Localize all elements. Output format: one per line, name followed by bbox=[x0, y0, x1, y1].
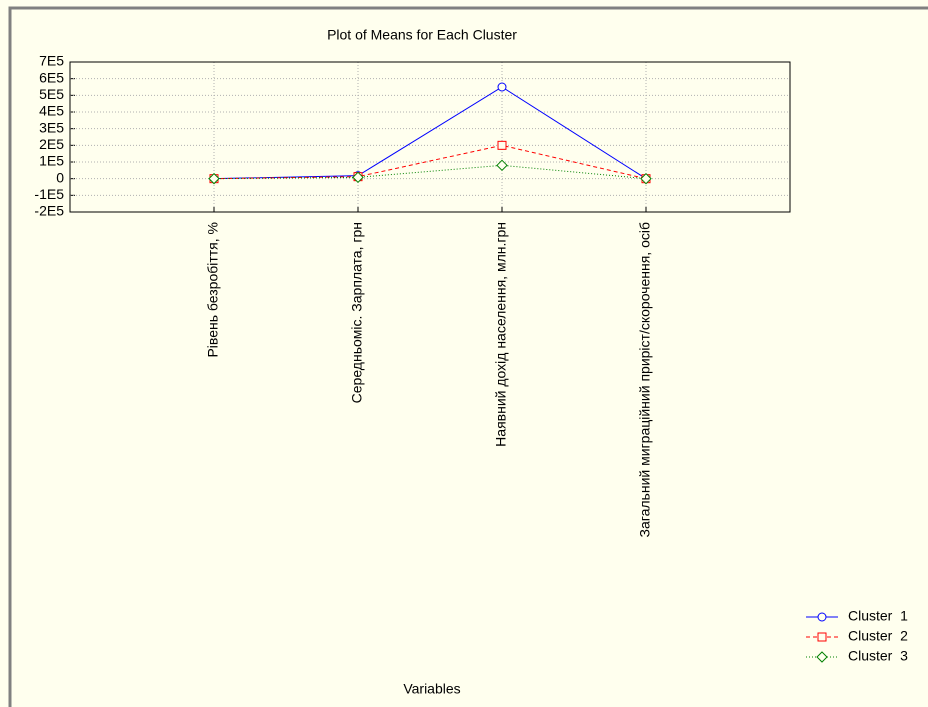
y-tick-label: 3E5 bbox=[39, 119, 64, 135]
y-tick-label: 5E5 bbox=[39, 86, 64, 102]
y-tick-label: -1E5 bbox=[34, 186, 64, 202]
window-frame bbox=[8, 6, 928, 707]
marker bbox=[816, 651, 828, 663]
y-tick-label: 6E5 bbox=[39, 69, 64, 85]
y-tick-label: 4E5 bbox=[39, 103, 64, 119]
series-line bbox=[213, 164, 647, 180]
y-tick-label: -2E5 bbox=[34, 203, 64, 219]
marker bbox=[497, 140, 507, 150]
marker bbox=[352, 171, 364, 184]
x-tick-label: Загальний миграційний приріст/скорочення… bbox=[637, 222, 653, 537]
y-tick-label: 2E5 bbox=[39, 136, 64, 152]
marker bbox=[496, 159, 508, 172]
y-tick-label: 0 bbox=[56, 169, 64, 185]
marker bbox=[497, 82, 507, 92]
plot-frame bbox=[69, 61, 791, 213]
series-line bbox=[213, 86, 647, 180]
x-tick-label: Середньоміс. Зарплата, грн bbox=[349, 222, 365, 403]
chart-title: Plot of Means for Each Cluster bbox=[327, 27, 517, 43]
x-tick-label: Рівень безробіття, % bbox=[205, 222, 221, 358]
y-tick-label: 7E5 bbox=[39, 53, 64, 69]
legend-label: Cluster 3 bbox=[848, 648, 908, 664]
legend-label: Cluster 1 bbox=[848, 608, 908, 624]
y-tick-label: 1E5 bbox=[39, 153, 64, 169]
marker bbox=[208, 172, 220, 185]
marker bbox=[640, 172, 652, 185]
marker bbox=[817, 632, 827, 642]
marker bbox=[817, 612, 827, 622]
x-axis-label: Variables bbox=[403, 681, 460, 697]
legend-label: Cluster 2 bbox=[848, 628, 908, 644]
x-tick-label: Наявний дохід населення, млн.грн bbox=[493, 222, 509, 447]
